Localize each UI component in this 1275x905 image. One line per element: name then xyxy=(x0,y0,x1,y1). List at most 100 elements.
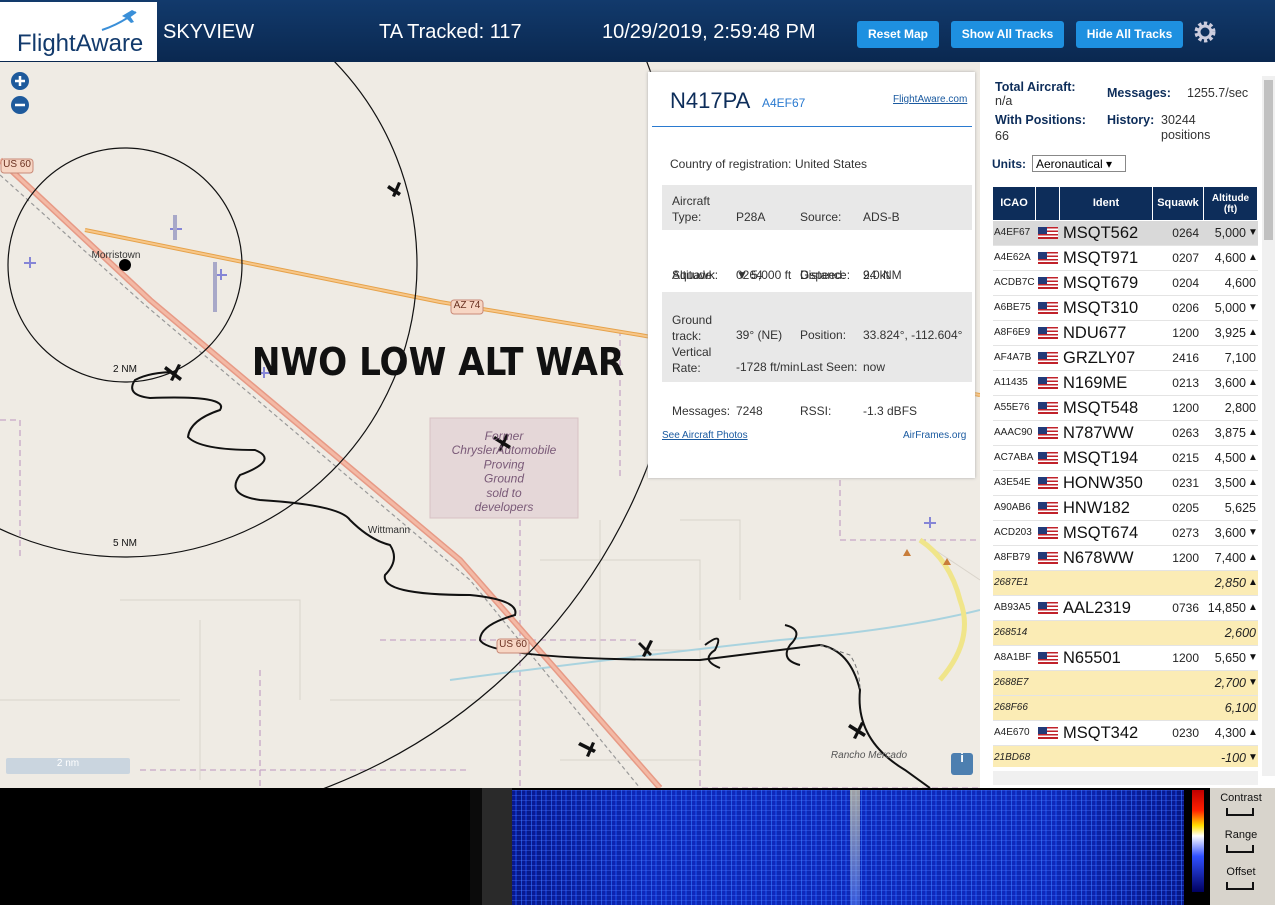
popup-callsign: N417PA xyxy=(670,88,751,113)
table-row[interactable]: 2687E1 2,850 ▲ xyxy=(993,571,1258,596)
table-row[interactable]: AF4A7B GRZLY07 2416 7,100 xyxy=(993,346,1258,371)
table-row[interactable]: A3E54E HONW350 0231 3,500 ▲ xyxy=(993,471,1258,496)
altitude: 2,700 xyxy=(1214,676,1246,690)
flag-canton xyxy=(1038,452,1047,459)
table-row[interactable]: A4EF67 MSQT562 0264 5,000 ▼ xyxy=(993,221,1258,246)
squawk: 0215 xyxy=(1172,451,1199,465)
table-row[interactable]: A8F6E9 NDU677 1200 3,925 ▲ xyxy=(993,321,1258,346)
icao: A4E62A xyxy=(994,252,1031,263)
waterfall xyxy=(512,790,1184,905)
flag xyxy=(1038,602,1058,614)
table-row[interactable]: AAAC90 N787WW 0263 3,875 ▲ xyxy=(993,421,1258,446)
table-row[interactable]: A4E62A MSQT971 0207 4,600 ▲ xyxy=(993,246,1258,271)
icao: AB93A5 xyxy=(994,602,1031,613)
popup-field-label: Vertical Rate: xyxy=(672,345,712,375)
proving-ground-label: Ground xyxy=(484,472,524,486)
show-tracks-button[interactable]: Show All Tracks xyxy=(951,21,1064,48)
icao: A4EF67 xyxy=(994,227,1031,238)
table-row[interactable]: 268F66 6,100 xyxy=(993,696,1258,721)
ident: MSQT194 xyxy=(1063,449,1139,467)
zoom-out[interactable] xyxy=(11,96,29,114)
altitude: 7,100 xyxy=(1224,351,1256,365)
column-header: Altitude (ft) xyxy=(1204,187,1257,220)
ident: N678WW xyxy=(1063,549,1134,567)
table-row[interactable]: 21BD68 -100 ▼ xyxy=(993,746,1258,767)
stat-label: History: xyxy=(1107,113,1155,127)
altitude-trend: ▼ xyxy=(1248,677,1258,688)
popup-field-label: Last Seen: xyxy=(800,360,858,374)
popup-field-value: 0264 xyxy=(736,268,763,282)
proving-ground-label: Proving xyxy=(484,457,525,471)
icao: A6BE75 xyxy=(994,302,1031,313)
table-row[interactable]: AC7ABA MSQT194 0215 4,500 ▲ xyxy=(993,446,1258,471)
control-slider[interactable] xyxy=(1226,845,1254,853)
ident: GRZLY07 xyxy=(1063,349,1136,367)
table-row[interactable]: ACDB7C MSQT679 0204 4,600 xyxy=(993,271,1258,296)
table-row[interactable]: A90AB6 HNW182 0205 5,625 xyxy=(993,496,1258,521)
flag xyxy=(1038,227,1058,239)
altitude: 5,625 xyxy=(1224,501,1256,515)
table-row[interactable]: A8FB79 N678WW 1200 7,400 ▲ xyxy=(993,546,1258,571)
altitude: 14,850 xyxy=(1207,601,1246,615)
table-row[interactable]: ACD203 MSQT674 0273 3,600 ▼ xyxy=(993,521,1258,546)
squawk: 0207 xyxy=(1172,251,1199,265)
popup-field-value: 7248 xyxy=(736,404,763,418)
table-row[interactable]: A55E76 MSQT548 1200 2,800 xyxy=(993,396,1258,421)
airframes-link[interactable]: AirFrames.org xyxy=(903,430,967,441)
flag-canton xyxy=(1038,652,1047,659)
map-label: 5 NM xyxy=(113,538,137,549)
ident: N787WW xyxy=(1063,424,1134,442)
popup-field-label: Distance: xyxy=(800,268,851,282)
popup-flightaware-link[interactable]: FlightAware.com xyxy=(893,94,968,105)
icao: 21BD68 xyxy=(994,752,1031,763)
hide-tracks-button[interactable]: Hide All Tracks xyxy=(1076,21,1183,48)
control-slider[interactable] xyxy=(1226,808,1254,816)
altitude: 4,600 xyxy=(1214,251,1246,265)
proving-ground-label: developers xyxy=(475,500,534,514)
table-row[interactable]: AB93A5 AAL2319 0736 14,850 ▲ xyxy=(993,596,1258,621)
flag-canton xyxy=(1038,352,1047,359)
icao: 2688E7 xyxy=(994,677,1029,688)
squawk: 1200 xyxy=(1172,401,1199,415)
icao: A8FB79 xyxy=(994,552,1031,563)
photos-link[interactable]: See Aircraft Photos xyxy=(662,430,748,441)
flag xyxy=(1038,327,1058,339)
logo-text: FlightAware xyxy=(17,30,144,57)
column-header xyxy=(1036,187,1059,220)
control-label: Offset xyxy=(1226,866,1256,878)
flag xyxy=(1038,352,1058,364)
ident: MSQT971 xyxy=(1063,249,1139,267)
altitude: 4,300 xyxy=(1214,726,1246,740)
icao: A4E670 xyxy=(994,727,1030,738)
proving-ground-label: ChryslerAutomobile xyxy=(452,443,557,457)
flag xyxy=(1038,527,1058,539)
table-row[interactable]: 2688E7 2,700 ▼ xyxy=(993,671,1258,696)
scrollbar[interactable] xyxy=(1262,76,1275,776)
altitude: 3,875 xyxy=(1214,426,1246,440)
table-row[interactable]: 268514 2,600 xyxy=(993,621,1258,646)
h-scrollbar[interactable] xyxy=(993,771,1258,785)
map-label: 2 NM xyxy=(113,364,137,375)
control-slider[interactable] xyxy=(1226,882,1254,890)
icao: AF4A7B xyxy=(994,352,1032,363)
flag-canton xyxy=(1038,302,1047,309)
squawk: 0273 xyxy=(1172,526,1199,540)
zoom-in[interactable] xyxy=(11,72,29,90)
popup-field-value: 2.0 NM xyxy=(863,268,902,282)
settings-icon[interactable] xyxy=(1193,20,1217,44)
reset-map-button[interactable]: Reset Map xyxy=(857,21,939,48)
table-row[interactable]: A6BE75 MSQT310 0206 5,000 ▼ xyxy=(993,296,1258,321)
table-row[interactable]: A4E670 MSQT342 0230 4,300 ▲ xyxy=(993,721,1258,746)
table-row[interactable]: A8A1BF N65501 1200 5,650 ▼ xyxy=(993,646,1258,671)
ident: N65501 xyxy=(1063,649,1121,667)
units-select[interactable]: Aeronautical ▾ xyxy=(1032,155,1126,172)
table-row[interactable]: A11435 N169ME 0213 3,600 ▲ xyxy=(993,371,1258,396)
popup-field-label: Messages: xyxy=(672,404,731,418)
stat-label: Total Aircraft: xyxy=(995,80,1076,94)
column-header: Ident xyxy=(1060,187,1152,220)
altitude-trend: ▼ xyxy=(1248,302,1258,313)
popup-field-label: Source: xyxy=(800,210,842,224)
flag-canton xyxy=(1038,552,1047,559)
stat-value: 30244 positions xyxy=(1161,113,1211,142)
